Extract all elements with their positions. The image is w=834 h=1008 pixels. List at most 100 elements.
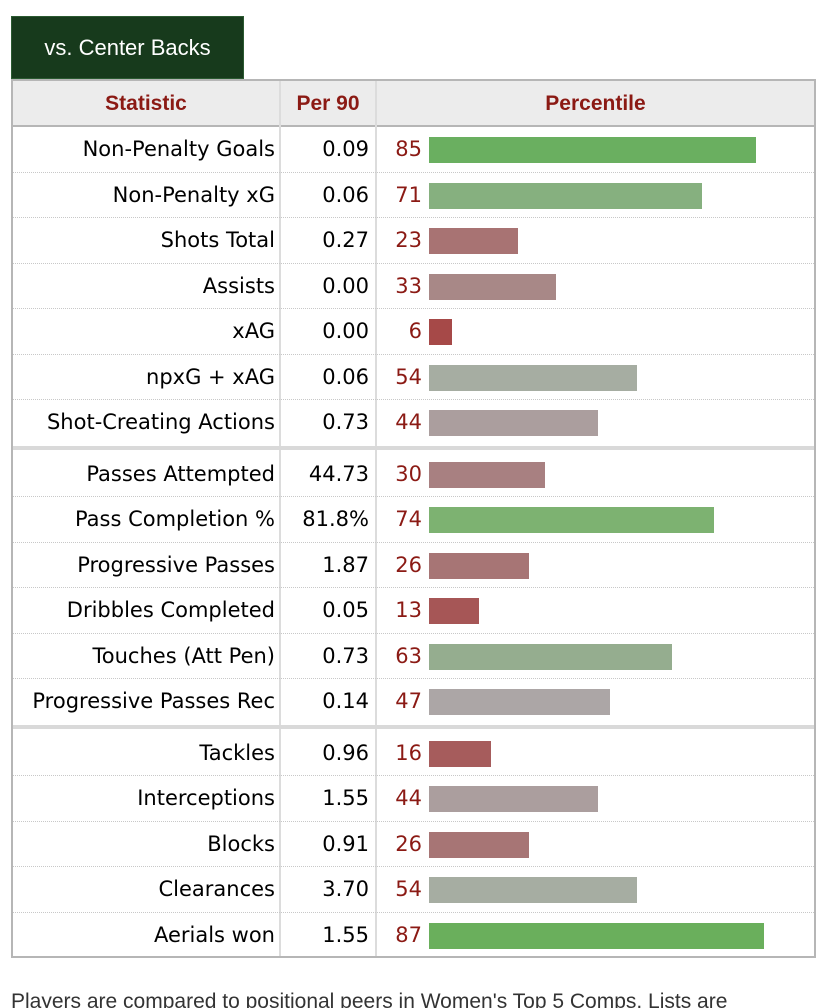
stat-label: Clearances: [158, 877, 275, 901]
percentile-value: 63: [395, 643, 422, 668]
per90-value: 1.55: [322, 922, 369, 947]
percentile-bar: [429, 831, 529, 858]
header-percentile: Percentile: [545, 92, 646, 115]
row-divider: [13, 262, 814, 264]
per90-value: 0.91: [322, 831, 369, 856]
percentile-value: 13: [395, 598, 422, 622]
column-divider: [279, 81, 281, 956]
percentile-bar: [429, 364, 637, 391]
header-statistic: Statistic: [105, 92, 187, 115]
per90-value: 81.8%: [302, 507, 369, 531]
group-separator: [13, 724, 814, 729]
per90-value: 0.06: [322, 182, 369, 207]
percentile-bar: [429, 273, 556, 300]
stat-label: Pass Completion %: [74, 507, 275, 531]
per90-value: 0.73: [322, 643, 369, 668]
percentile-value: 54: [395, 364, 422, 389]
per90-value: 0.06: [322, 364, 369, 389]
percentile-bar: [429, 786, 598, 812]
table-row: Shot-Creating Actions 0.73 44: [13, 400, 814, 446]
table-row: xAG 0.00 6: [13, 309, 814, 355]
percentile-bar: [429, 410, 598, 436]
per90-value: 0.05: [322, 598, 369, 622]
row-divider: [13, 171, 814, 173]
percentile-value: 33: [395, 273, 422, 298]
stat-label: Non-Penalty xG: [112, 182, 275, 207]
percentile-value: 23: [395, 228, 422, 252]
stat-label: Progressive Passes: [77, 552, 275, 577]
table-header: Statistic Per 90 Percentile: [13, 81, 814, 127]
stat-label: Passes Attempted: [86, 461, 275, 486]
row-divider: [13, 217, 814, 218]
percentile-value: 47: [395, 689, 422, 713]
table-row: Pass Completion % 81.8% 74: [13, 497, 814, 543]
stat-label: Non-Penalty Goals: [82, 137, 275, 161]
per90-value: 0.00: [322, 319, 369, 343]
table-row: Tackles 0.96 16: [13, 731, 814, 776]
per90-value: 44.73: [308, 461, 369, 486]
stat-label: Assists: [202, 273, 275, 298]
row-divider: [13, 353, 814, 355]
per90-value: 0.00: [322, 273, 369, 298]
percentile-value: 30: [395, 461, 422, 486]
row-divider: [13, 911, 814, 913]
per90-value: 0.73: [322, 410, 369, 434]
row-divider: [13, 587, 814, 588]
stat-label: Dribbles Completed: [66, 598, 275, 622]
stat-label: xAG: [232, 319, 275, 343]
row-divider: [13, 308, 814, 309]
table-row: Shots Total 0.27 23: [13, 218, 814, 264]
tab-vs-center-backs[interactable]: vs. Center Backs: [11, 16, 244, 79]
percentile-bar: [429, 228, 518, 254]
percentile-bar: [429, 182, 702, 209]
percentile-bar: [429, 137, 756, 163]
percentile-bar: [429, 922, 764, 949]
per90-value: 3.70: [322, 877, 369, 901]
percentile-value: 44: [395, 410, 422, 434]
per90-value: 1.87: [322, 552, 369, 577]
stat-label: Blocks: [207, 831, 275, 856]
percentile-value: 6: [408, 319, 422, 343]
stat-label: Shot-Creating Actions: [46, 410, 275, 434]
per90-value: 0.96: [322, 740, 369, 765]
percentile-value: 26: [395, 831, 422, 856]
stat-label: Progressive Passes Rec: [32, 689, 275, 713]
percentile-bar: [429, 507, 714, 533]
percentile-bar: [429, 598, 479, 624]
table-row: Aerials won 1.55 87: [13, 913, 814, 959]
table-row: Non-Penalty xG 0.06 71: [13, 173, 814, 218]
row-divider: [13, 541, 814, 543]
table-row: Progressive Passes 1.87 26: [13, 543, 814, 588]
table-row: Non-Penalty Goals 0.09 85: [13, 127, 814, 173]
per90-value: 0.14: [322, 689, 369, 713]
stat-label: Touches (Att Pen): [92, 643, 275, 668]
table-row: Passes Attempted 44.73 30: [13, 452, 814, 497]
percentile-value: 54: [395, 877, 422, 901]
stat-label: npxG + xAG: [146, 364, 275, 389]
percentile-bar: [429, 877, 637, 903]
table-row: Assists 0.00 33: [13, 264, 814, 309]
stat-label: Tackles: [199, 740, 275, 765]
per90-value: 0.27: [322, 228, 369, 252]
row-divider: [13, 775, 814, 776]
per90-value: 1.55: [322, 786, 369, 810]
percentile-value: 71: [395, 182, 422, 207]
table-row: Interceptions 1.55 44: [13, 776, 814, 822]
row-divider: [13, 632, 814, 634]
footer-text: Players are compared to positional peers…: [11, 990, 728, 1008]
scouting-report-table: Statistic Per 90 Percentile Non-Penalty …: [11, 79, 816, 958]
percentile-value: 16: [395, 740, 422, 765]
stat-label: Shots Total: [160, 228, 275, 252]
footer-note: Players are compared to positional peers…: [11, 978, 831, 1008]
header-per90: Per 90: [296, 92, 360, 115]
stat-label: Interceptions: [137, 786, 275, 810]
group-separator: [13, 445, 814, 450]
percentile-value: 74: [395, 507, 422, 531]
row-divider: [13, 678, 814, 679]
column-divider: [375, 81, 377, 956]
percentile-value: 87: [395, 922, 422, 947]
stat-label: Aerials won: [153, 922, 275, 947]
table-row: npxG + xAG 0.06 54: [13, 355, 814, 400]
tab-label: vs. Center Backs: [44, 34, 211, 60]
per90-value: 0.09: [322, 137, 369, 161]
